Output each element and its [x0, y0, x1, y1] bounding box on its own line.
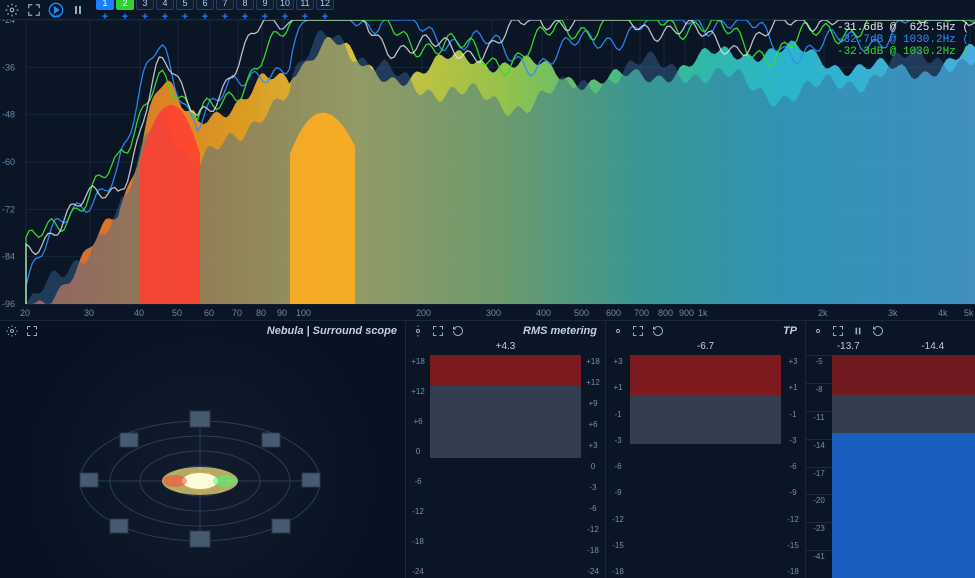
panel-title: RMS metering: [523, 325, 601, 337]
gear-icon[interactable]: [410, 323, 426, 339]
refresh-icon[interactable]: [870, 323, 886, 339]
preset-button-9[interactable]: 9: [256, 0, 274, 10]
svg-text:900: 900: [679, 308, 694, 318]
hist-track[interactable]: [832, 355, 975, 578]
preset-button-5[interactable]: 5: [176, 0, 194, 10]
rms-panel: RMS metering +4.3 +18+12+60-6-12-18-24 +…: [405, 320, 605, 578]
cursor-readout: -31.6dB @ 625.5Hz (-32.7dB @ 1030.2Hz (-…: [837, 22, 969, 58]
rms-peak-value: +4.3: [406, 341, 605, 355]
fullscreen-icon[interactable]: [830, 323, 846, 339]
pause-button[interactable]: [70, 2, 86, 18]
preset-button-1[interactable]: 1: [96, 0, 114, 10]
svg-text:100: 100: [296, 308, 311, 318]
svg-text:-60: -60: [2, 157, 15, 167]
refresh-icon[interactable]: [650, 323, 666, 339]
gear-icon[interactable]: [810, 323, 826, 339]
rms-scale-right: +18+12+9+6+30-3-6-12-18-24: [581, 355, 605, 578]
preset-button-3[interactable]: 3: [136, 0, 154, 10]
preset-button-7[interactable]: 7: [216, 0, 234, 10]
fullscreen-icon[interactable]: [430, 323, 446, 339]
hist-peak-2: -14.4: [921, 341, 944, 355]
svg-text:600: 600: [606, 308, 621, 318]
nebula-panel: Nebula | Surround scope: [0, 320, 405, 578]
live-label: live: [48, 14, 64, 20]
svg-text:300: 300: [486, 308, 501, 318]
svg-text:3k: 3k: [888, 308, 898, 318]
preset-button-10[interactable]: 10: [276, 0, 294, 10]
svg-text:-84: -84: [2, 252, 15, 262]
svg-text:500: 500: [574, 308, 589, 318]
gear-icon[interactable]: [4, 323, 20, 339]
surround-scope[interactable]: [0, 341, 405, 578]
refresh-icon[interactable]: [450, 323, 466, 339]
hist-peak-1: -13.7: [837, 341, 860, 355]
svg-text:-48: -48: [2, 110, 15, 120]
rms-bars: [430, 355, 581, 578]
svg-text:2k: 2k: [818, 308, 828, 318]
preset-button-2[interactable]: 2: [116, 0, 134, 10]
svg-text:30: 30: [84, 308, 94, 318]
svg-text:800: 800: [658, 308, 673, 318]
panel-title: TP: [783, 325, 801, 337]
tp-panel: TP -6.7 +3+1-1-3-6-9-12-15-18 +3+1-1-3-6…: [605, 320, 805, 578]
svg-text:-24: -24: [2, 20, 15, 25]
panel-title: Nebula | Surround scope: [267, 325, 401, 337]
play-live-button[interactable]: live: [48, 2, 64, 18]
svg-text:40: 40: [134, 308, 144, 318]
fullscreen-icon[interactable]: [24, 323, 40, 339]
svg-text:90: 90: [277, 308, 287, 318]
svg-text:400: 400: [536, 308, 551, 318]
svg-text:1k: 1k: [698, 308, 708, 318]
pause-icon[interactable]: [850, 323, 866, 339]
hist-peak-row: -13.7 -14.4: [806, 341, 975, 355]
tp-bars: [630, 355, 781, 578]
preset-button-8[interactable]: 8: [236, 0, 254, 10]
svg-text:50: 50: [172, 308, 182, 318]
history-panel: -13.7 -14.4 -5-8-11-14-17-20-23-41: [805, 320, 975, 578]
tp-scale-right: +3+1-1-3-6-9-12-15-18: [781, 355, 805, 578]
svg-text:80: 80: [256, 308, 266, 318]
fullscreen-icon[interactable]: [26, 2, 42, 18]
preset-button-12[interactable]: 12: [316, 0, 334, 10]
preset-button-11[interactable]: 11: [296, 0, 314, 10]
svg-text:70: 70: [232, 308, 242, 318]
gear-icon[interactable]: [4, 2, 20, 18]
tp-peak-value: -6.7: [606, 341, 805, 355]
tp-scale-left: +3+1-1-3-6-9-12-15-18: [606, 355, 630, 578]
svg-text:60: 60: [204, 308, 214, 318]
rms-scale-left: +18+12+60-6-12-18-24: [406, 355, 430, 578]
svg-text:200: 200: [416, 308, 431, 318]
svg-text:20: 20: [20, 308, 30, 318]
svg-text:5k: 5k: [964, 308, 974, 318]
svg-text:-36: -36: [2, 62, 15, 72]
fullscreen-icon[interactable]: [630, 323, 646, 339]
svg-text:-72: -72: [2, 204, 15, 214]
hist-scale: -5-8-11-14-17-20-23-41: [806, 355, 832, 578]
preset-button-6[interactable]: 6: [196, 0, 214, 10]
svg-text:-96: -96: [2, 299, 15, 309]
svg-text:4k: 4k: [938, 308, 948, 318]
preset-button-4[interactable]: 4: [156, 0, 174, 10]
spectrum-analyzer[interactable]: -24 -36 -48 -60 -72 -84 -96 20 30 40 50 60 70 80 90 100…: [0, 20, 975, 320]
gear-icon[interactable]: [610, 323, 626, 339]
svg-text:700: 700: [634, 308, 649, 318]
top-toolbar: live 123456789101112 ++++++++++++: [0, 0, 975, 20]
